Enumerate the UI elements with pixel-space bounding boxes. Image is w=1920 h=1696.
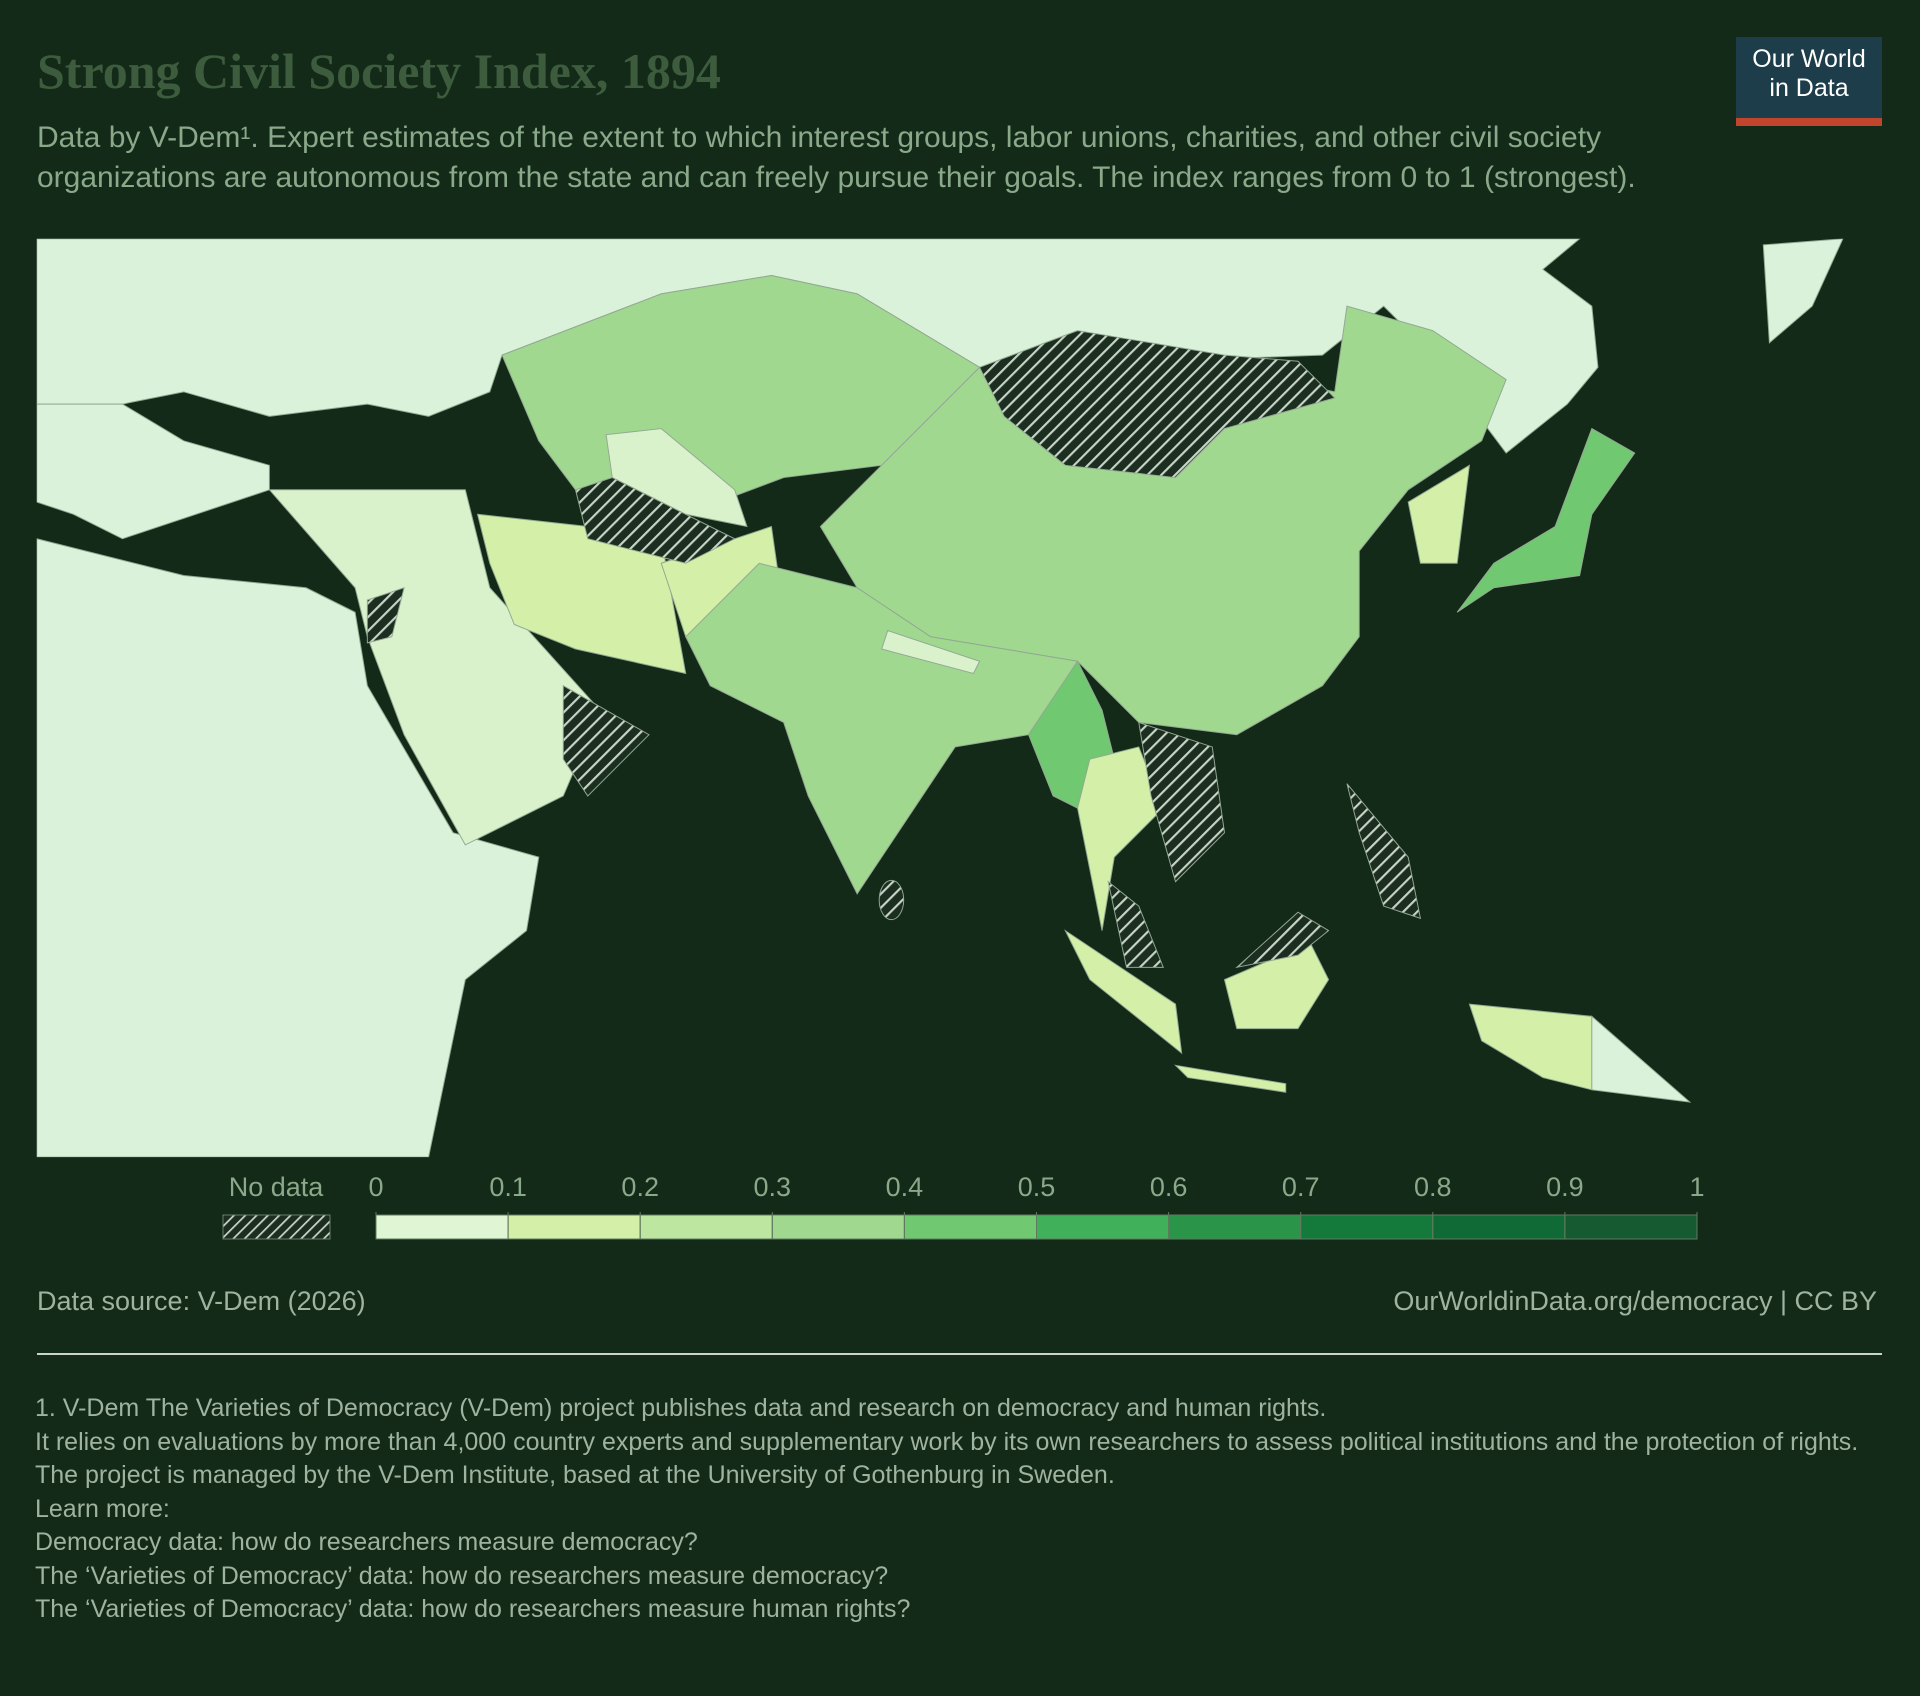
- region: [878, 879, 905, 921]
- divider: [37, 1353, 1882, 1355]
- footnote-line: The ‘Varieties of Democracy’ data: how d…: [35, 1595, 911, 1623]
- region: [1762, 238, 1844, 344]
- region: [268, 489, 601, 846]
- legend-tick-label: 0.2: [621, 1172, 659, 1202]
- footnote-line: The ‘Varieties of Democracy’ data: how d…: [35, 1561, 889, 1590]
- legend-tick-label: 0.7: [1282, 1172, 1320, 1202]
- url[interactable]: OurWorldinData.org/democracy | CC BY: [1393, 1286, 1877, 1316]
- region: [978, 330, 1336, 479]
- region: [685, 562, 1079, 895]
- legend-bin: [1168, 1214, 1302, 1240]
- legend-tick-label: 1: [1689, 1172, 1704, 1202]
- legend-bin: [903, 1214, 1038, 1240]
- legend-bin: [375, 1214, 509, 1240]
- region: [1064, 929, 1183, 1055]
- legend-bin: [771, 1214, 905, 1240]
- map-land: [36, 238, 1844, 1158]
- logo-line: Our World: [1752, 45, 1866, 73]
- source: Data source: V-Dem (2026): [37, 1286, 366, 1316]
- legend-tick-label: 0.5: [1018, 1172, 1056, 1202]
- footnote-line: Democracy data: how do researchers measu…: [35, 1528, 698, 1556]
- footnote-line: The project is managed by the V-Dem Inst…: [35, 1461, 1115, 1489]
- region: [1346, 783, 1422, 920]
- region: [1468, 1003, 1593, 1091]
- region: [1077, 746, 1164, 931]
- legend-bin: [507, 1214, 641, 1240]
- logo[interactable]: Our World in Data: [1736, 37, 1882, 126]
- footnote-line: Learn more:: [35, 1494, 170, 1523]
- region: [36, 403, 270, 540]
- footnote-line: It relies on evaluations by more than 4,…: [35, 1427, 1859, 1456]
- legend: No data 0 0.1 0.2 0.3 0.4 0.5 0.6 0.7 0.8 0.9 1: [222, 1172, 1705, 1240]
- legend-tick-label: 0.6: [1150, 1172, 1188, 1202]
- region: [574, 477, 736, 564]
- region: [1107, 880, 1164, 968]
- legend-bin: [639, 1214, 773, 1240]
- legend-tick-label: 0.9: [1546, 1172, 1584, 1202]
- region: [1591, 1015, 1692, 1103]
- legend-bin: [1564, 1214, 1698, 1240]
- footnote-line: 1. V-Dem The Varieties of Democracy (V-D…: [35, 1394, 1327, 1422]
- legend-bin: [1432, 1214, 1566, 1240]
- legend-tick-label: 0.8: [1414, 1172, 1452, 1202]
- region: [1407, 464, 1471, 564]
- map: No data 0 0.1 0.2 0.3 0.4 0.5 0.6 0.7 0.8 0.9 1: [36, 238, 1844, 1240]
- legend-tick-label: 0.1: [489, 1172, 527, 1202]
- legend-bin: [1036, 1214, 1170, 1240]
- legend-tick-label: 0: [368, 1172, 383, 1202]
- region: [1235, 911, 1330, 969]
- logo-line: in Data: [1769, 74, 1849, 102]
- legend-tick-label: 0.4: [886, 1172, 924, 1202]
- region: [1456, 427, 1636, 613]
- legend-tick-label: 0.3: [754, 1172, 792, 1202]
- legend-bin: [1300, 1214, 1434, 1240]
- subtitle: Data by V-Dem¹. Expert estimates of the …: [37, 121, 1636, 194]
- region: [36, 538, 540, 1158]
- footnotes: 1. V-Dem The Varieties of Democracy (V-D…: [35, 1392, 1885, 1627]
- region: [1138, 721, 1226, 883]
- region: [562, 684, 650, 797]
- region: [1174, 1064, 1287, 1093]
- region: [881, 629, 981, 675]
- region: [366, 587, 405, 644]
- legend-no-data-swatch: [222, 1214, 331, 1240]
- legend-no-data-label: No data: [229, 1172, 325, 1202]
- title: Strong Civil Society Index, 1894: [37, 43, 721, 99]
